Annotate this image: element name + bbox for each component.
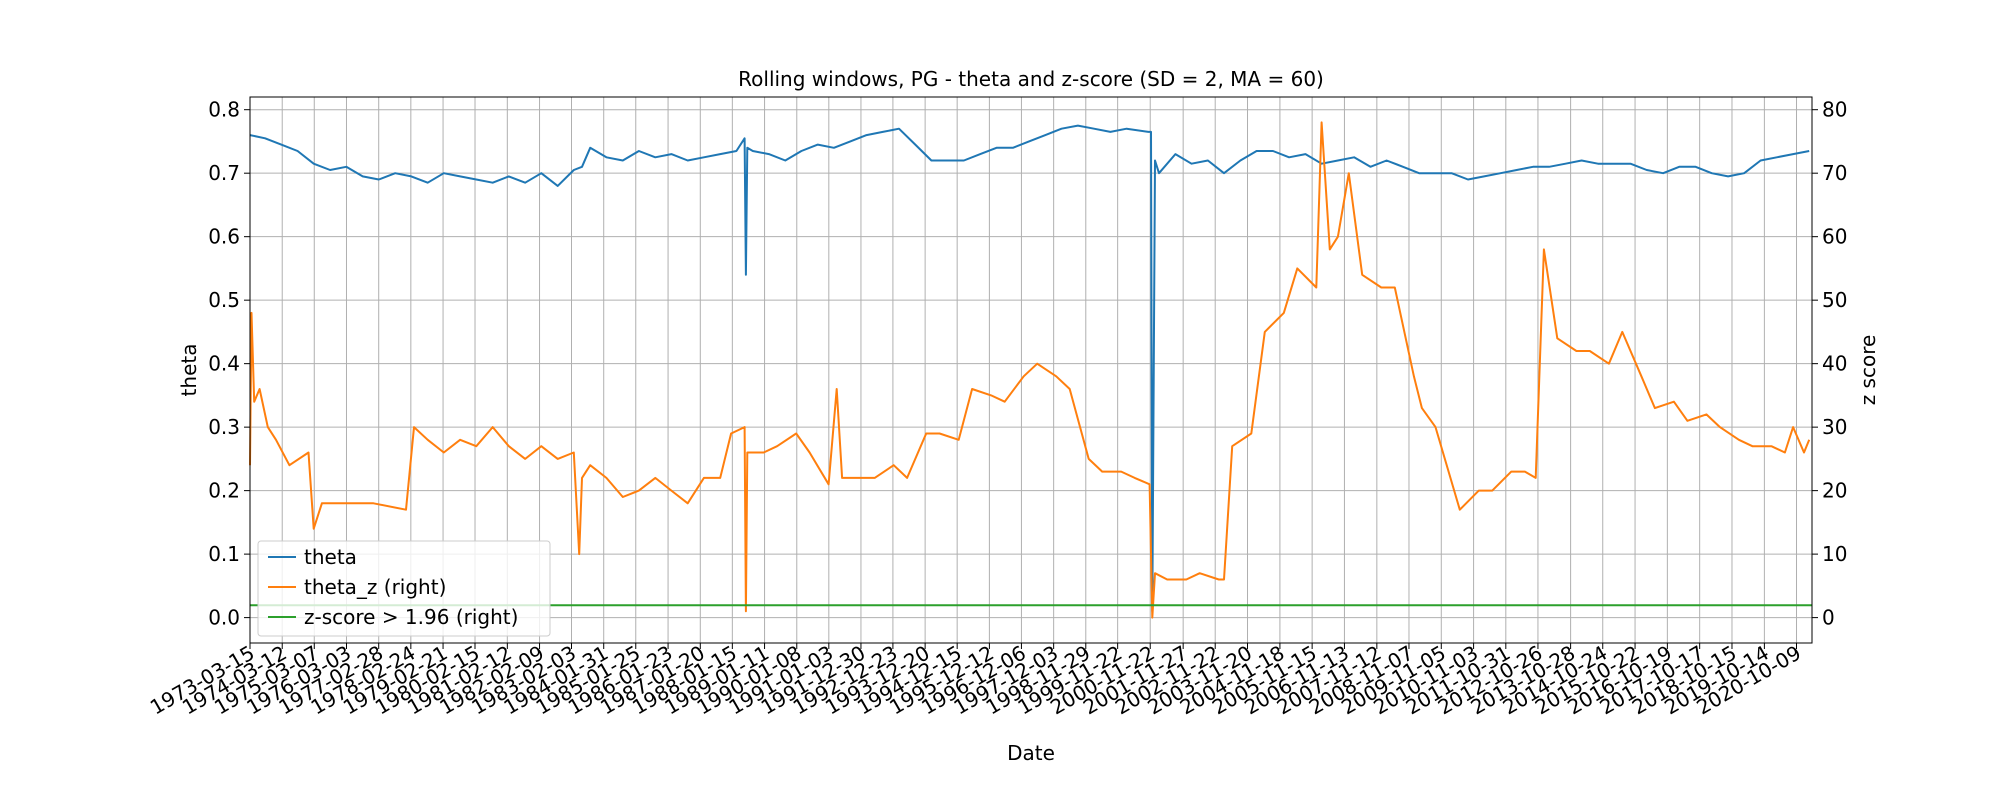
y-left-tick-label: 0.4 [208,352,240,376]
y-left-tick-label: 0.3 [208,415,240,439]
y-right-tick-label: 40 [1822,352,1847,376]
y-left-tick-label: 0.7 [208,161,240,185]
x-axis: 1973-03-151974-03-121975-03-071976-03-03… [146,641,1805,720]
y-right-tick-label: 50 [1822,288,1847,312]
y-axis-left: 0.0 0.1 0.2 0.3 0.4 0.5 0.6 0.7 0.8 [208,98,250,630]
y-right-tick-label: 80 [1822,98,1847,122]
y-left-tick-label: 0.6 [208,225,240,249]
y-right-tick-label: 20 [1822,479,1847,503]
y-axis-right: 0 10 20 30 40 50 60 70 80 [1812,98,1847,630]
series-line-0 [249,124,1810,613]
y-right-tick-label: 70 [1822,161,1847,185]
legend: theta theta_z (right) z-score > 1.96 (righ… [257,540,551,637]
x-axis-title: Date [1007,741,1055,765]
chart-title: Rolling windows, PG - theta and z-score … [738,67,1324,91]
legend-label: z-score > 1.96 (right) [304,605,518,629]
plot-frame [249,96,1813,644]
series-line-1 [249,121,1811,619]
y-left-tick-label: 0.5 [208,288,240,312]
y-left-tick-label: 0.8 [208,98,240,122]
y-right-tick-label: 10 [1822,542,1847,566]
y-left-tick-label: 0.2 [208,479,240,503]
legend-box [257,540,551,637]
y-right-tick-label: 0 [1822,606,1835,630]
y-axis-left-title: theta [177,344,201,397]
y-axis-right-title: z score [1856,335,1880,406]
y-left-tick-label: 0.0 [208,606,240,630]
y-right-tick-label: 60 [1822,225,1847,249]
legend-label: theta_z (right) [304,575,446,599]
legend-label: theta [304,545,357,569]
y-left-tick-label: 0.1 [208,542,240,566]
y-right-tick-label: 30 [1822,415,1847,439]
